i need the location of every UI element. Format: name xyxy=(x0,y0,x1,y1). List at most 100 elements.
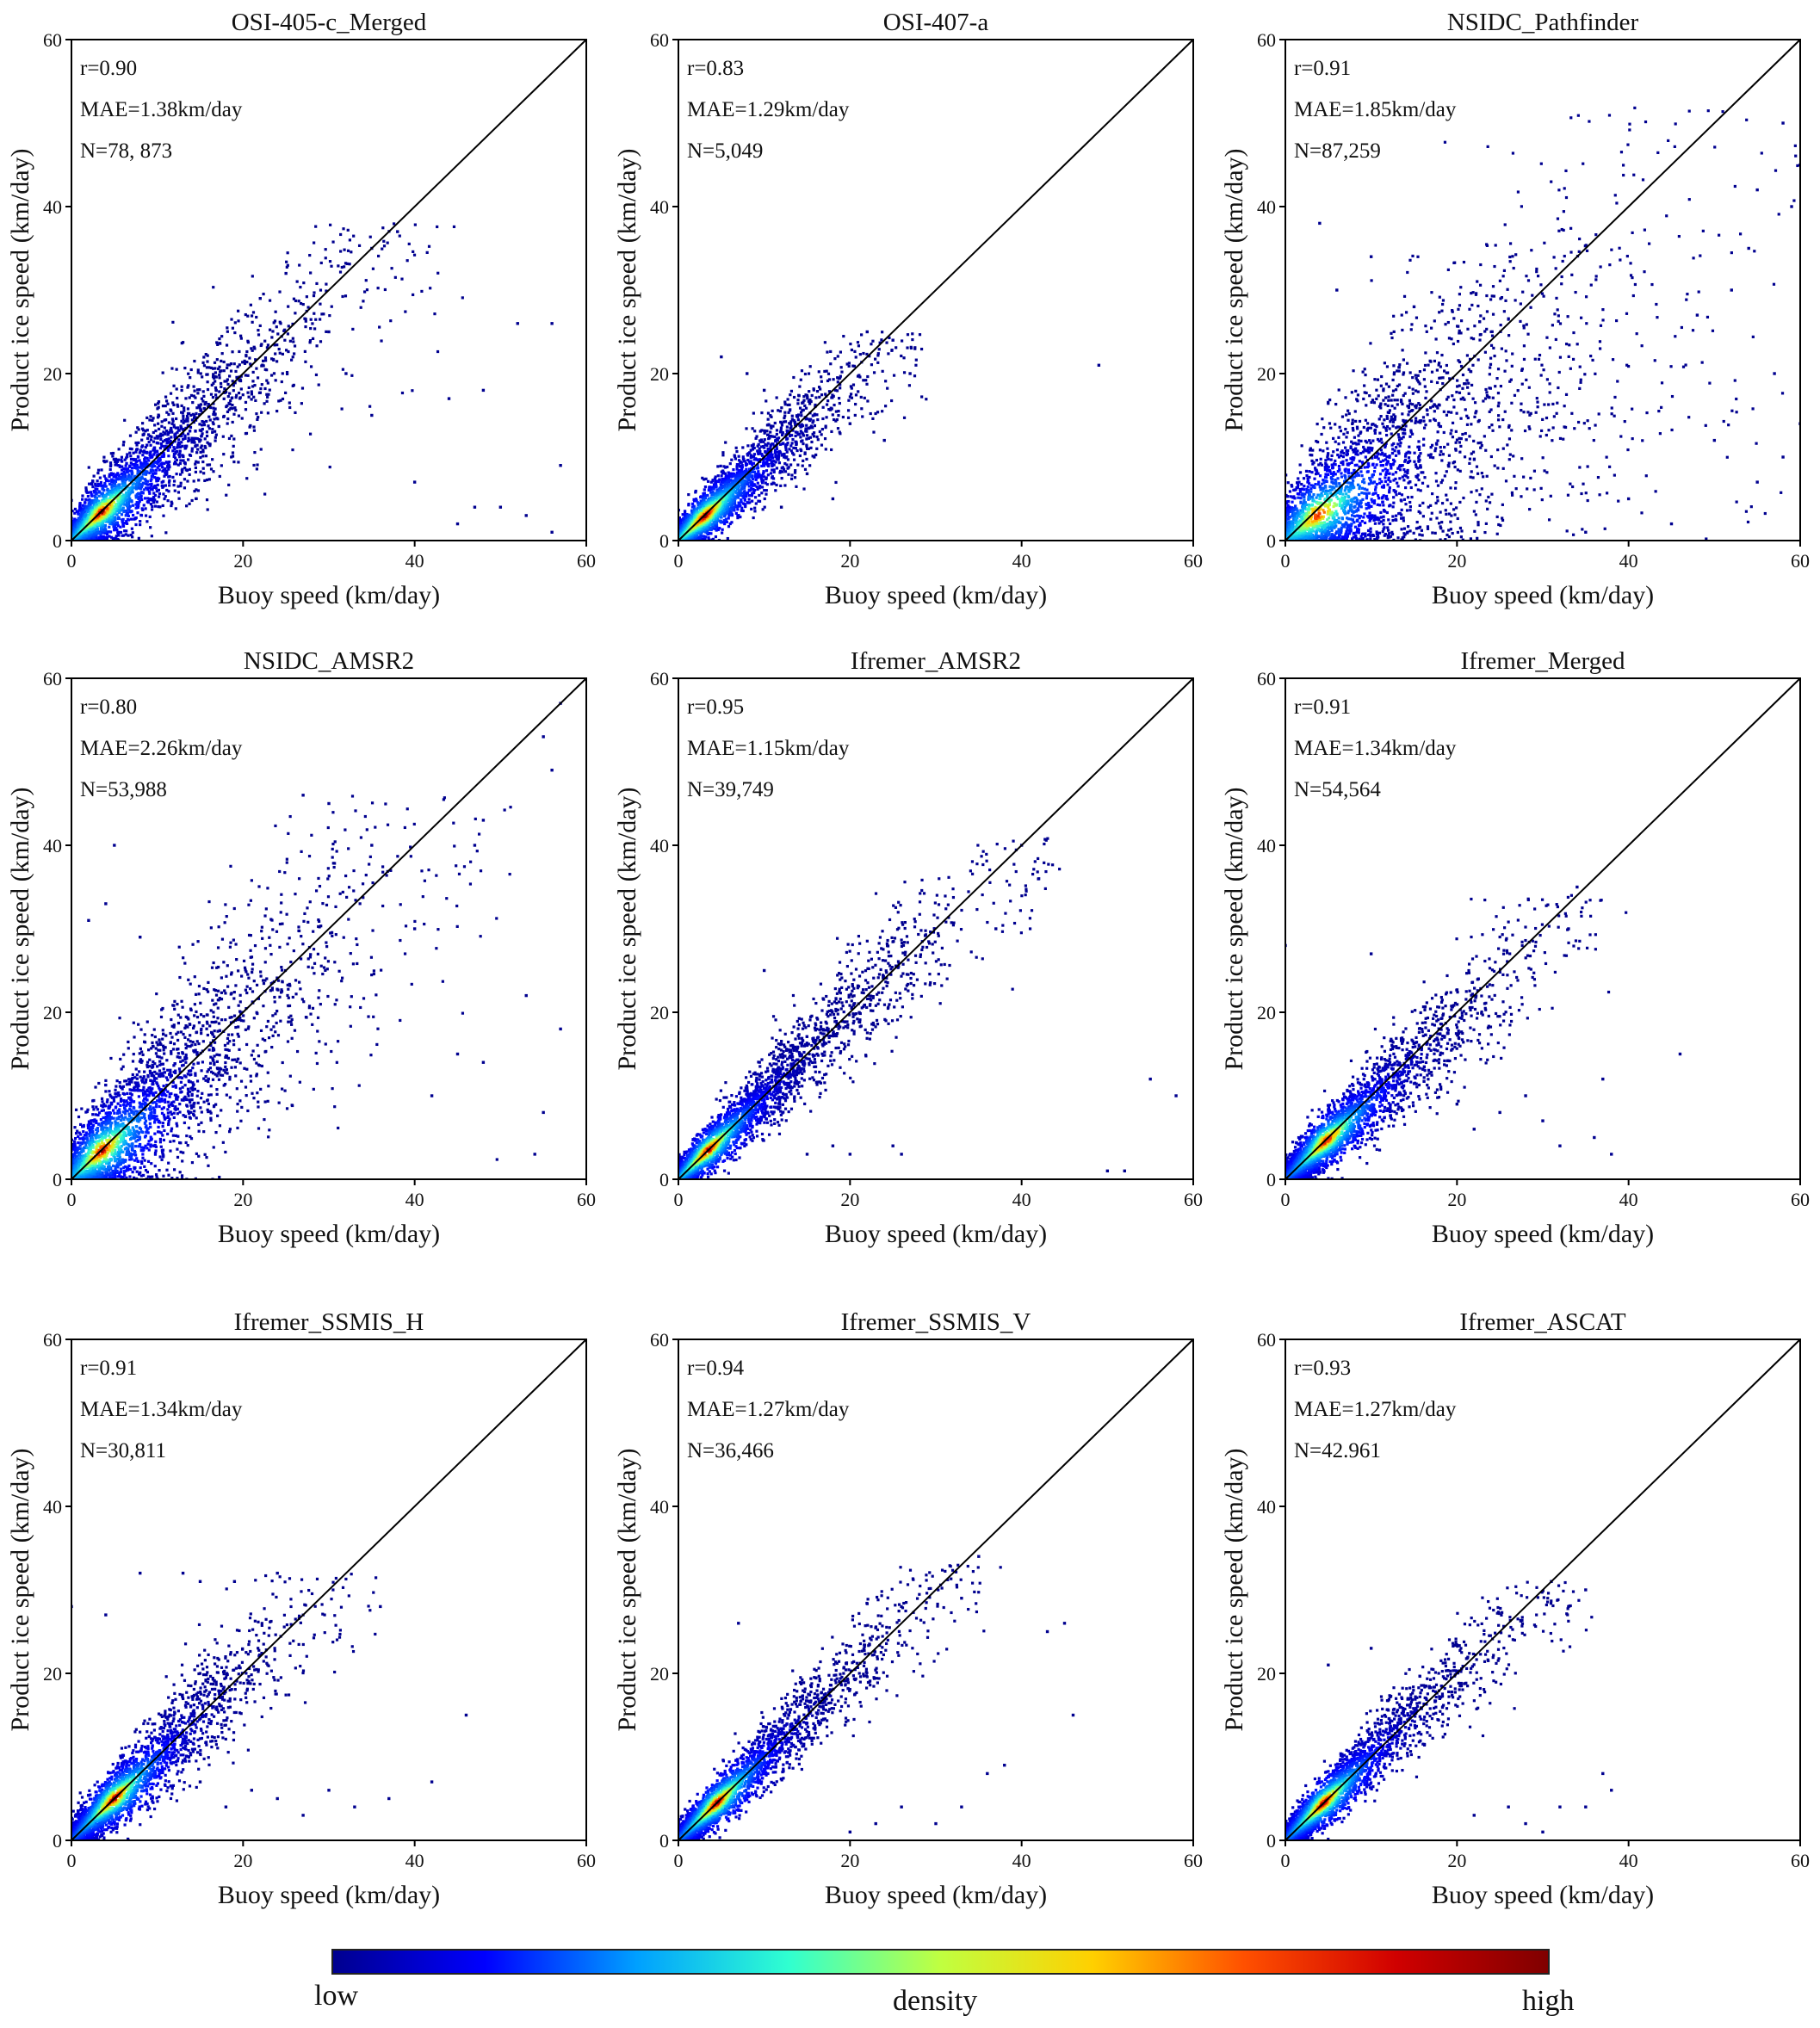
density-point xyxy=(176,426,179,429)
density-point xyxy=(906,346,908,349)
density-point xyxy=(163,475,165,478)
density-point xyxy=(193,385,195,387)
density-point xyxy=(200,435,202,437)
density-point xyxy=(187,417,189,419)
x-axis-label: Buoy speed (km/day) xyxy=(218,581,440,609)
density-point xyxy=(195,471,197,473)
density-point xyxy=(96,472,99,474)
density-point xyxy=(853,365,856,368)
density-point xyxy=(325,283,327,286)
density-point xyxy=(826,403,828,405)
density-point xyxy=(808,390,810,393)
density-point xyxy=(237,365,239,368)
density-point xyxy=(183,467,186,469)
density-point xyxy=(245,432,248,435)
density-point xyxy=(134,494,137,497)
density-point xyxy=(704,485,707,488)
density-point xyxy=(97,491,100,493)
density-point xyxy=(140,439,143,442)
density-point xyxy=(302,303,305,306)
outlier-point xyxy=(448,397,450,399)
density-point xyxy=(825,416,827,418)
density-point xyxy=(720,465,722,467)
density-point xyxy=(790,442,793,444)
density-point xyxy=(735,450,738,453)
density-point xyxy=(831,396,833,399)
density-point xyxy=(818,396,820,399)
density-point xyxy=(275,311,277,313)
density-point xyxy=(781,424,783,426)
density-points xyxy=(677,331,1100,542)
density-point xyxy=(306,295,308,298)
density-point xyxy=(222,453,225,455)
density-point xyxy=(310,318,313,321)
density-point xyxy=(154,430,157,432)
density-point xyxy=(233,331,236,334)
density-point xyxy=(270,336,273,338)
density-point xyxy=(901,339,903,342)
density-point xyxy=(199,429,201,431)
density-point xyxy=(210,393,213,396)
outlier-point xyxy=(456,522,459,525)
density-point xyxy=(765,458,767,461)
density-point xyxy=(779,410,782,412)
density-point xyxy=(220,335,223,337)
density-point xyxy=(159,447,162,449)
density-point xyxy=(285,349,288,351)
density-point xyxy=(172,446,175,448)
density-point xyxy=(704,478,707,480)
density-point xyxy=(756,488,758,491)
density-point xyxy=(801,369,803,372)
density-point xyxy=(781,454,783,456)
density-point xyxy=(292,337,294,340)
density-point xyxy=(826,380,829,382)
density-point xyxy=(378,325,381,328)
density-point xyxy=(182,438,184,441)
density-point xyxy=(144,497,146,499)
density-point xyxy=(189,454,192,457)
density-point xyxy=(146,437,149,440)
density-point xyxy=(234,370,237,373)
density-point xyxy=(384,288,387,291)
density-point xyxy=(802,401,804,404)
density-point xyxy=(800,411,802,414)
density-point xyxy=(176,473,178,475)
density-point xyxy=(193,390,195,393)
density-point xyxy=(257,376,259,379)
density-point xyxy=(137,496,139,498)
density-point xyxy=(727,525,730,528)
density-point xyxy=(202,395,205,398)
density-point xyxy=(220,386,222,388)
density-point xyxy=(170,367,173,369)
density-point xyxy=(110,485,113,488)
density-point xyxy=(238,397,241,399)
density-point xyxy=(225,494,227,497)
density-point xyxy=(218,374,220,376)
density-point xyxy=(226,417,229,420)
density-point xyxy=(821,417,824,420)
density-point xyxy=(815,436,818,438)
stat-r: r=0.90 xyxy=(80,57,137,80)
density-point xyxy=(137,456,139,459)
density-point xyxy=(202,356,205,358)
density-point xyxy=(171,449,174,452)
density-point xyxy=(207,355,209,357)
density-point xyxy=(226,363,229,366)
density-point xyxy=(239,380,242,382)
density-point xyxy=(134,503,137,505)
density-point xyxy=(145,520,148,522)
density-point xyxy=(412,250,414,253)
density-point xyxy=(237,461,239,463)
density-point xyxy=(250,304,252,306)
density-point xyxy=(78,502,81,504)
density-point xyxy=(776,467,778,469)
density-point xyxy=(198,388,201,391)
density-point xyxy=(764,506,766,509)
density-point xyxy=(134,451,137,454)
density-point xyxy=(809,365,812,368)
density-point xyxy=(771,468,773,471)
density-point xyxy=(758,494,760,497)
density-point xyxy=(157,402,159,405)
density-point xyxy=(724,466,727,468)
density-point xyxy=(833,418,835,421)
